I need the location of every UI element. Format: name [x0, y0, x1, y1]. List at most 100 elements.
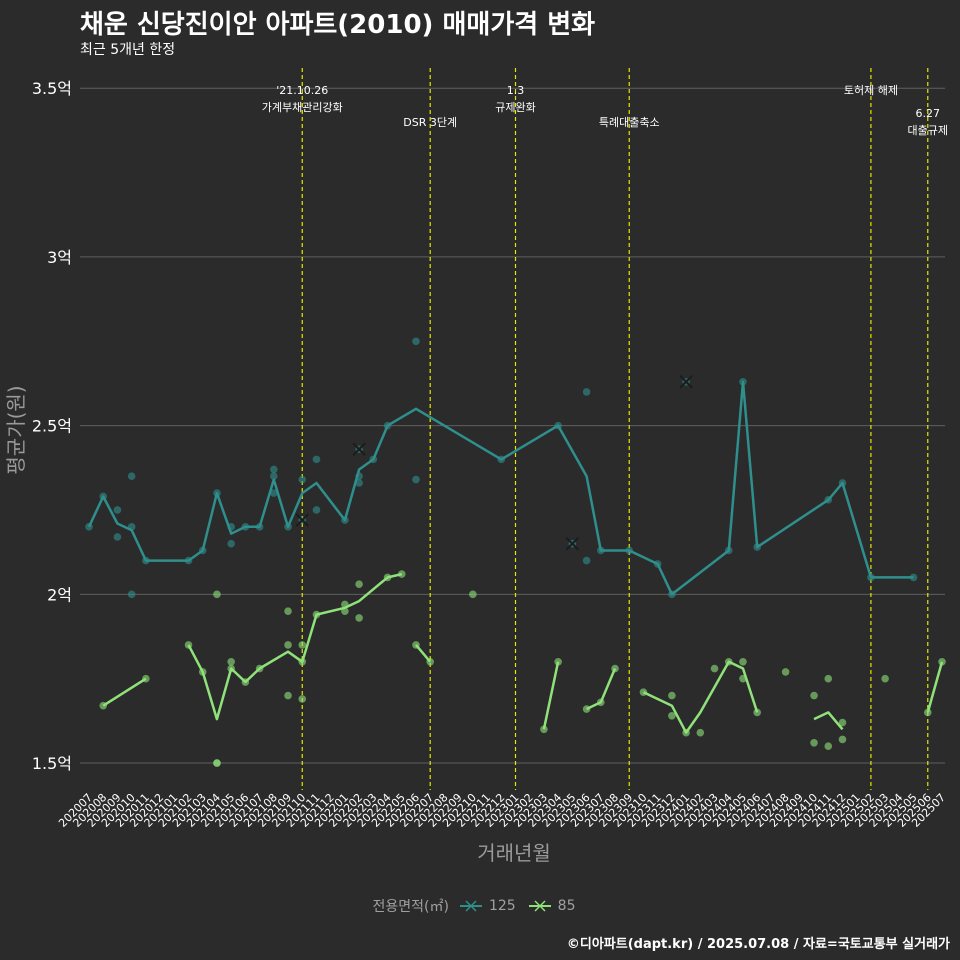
event-annotation: DSR 3단계: [403, 116, 457, 129]
data-point-125: [355, 479, 363, 487]
series-line-125: [87, 380, 914, 596]
data-point-85: [923, 708, 932, 717]
data-point-85: [611, 664, 619, 673]
data-point-85: [426, 657, 435, 666]
data-point-85: [184, 641, 193, 649]
data-point-125: [227, 539, 235, 548]
data-point-85: [938, 657, 946, 666]
data-point-125: [213, 489, 221, 497]
legend-title: 전용면적(㎡): [372, 899, 449, 915]
data-point-125: [127, 590, 136, 599]
data-point-125: [412, 337, 420, 346]
data-point-125: [582, 388, 591, 396]
data-point-85: [881, 674, 889, 683]
data-point-85: [397, 570, 406, 578]
data-point-125: [739, 377, 747, 386]
data-point-125: [85, 523, 93, 531]
data-point-85: [696, 728, 705, 737]
data-point-125: [113, 506, 122, 514]
data-point-85: [284, 641, 292, 649]
data-point-125: [127, 523, 136, 531]
legend-key-85-icon: [528, 900, 551, 912]
y-axis-title: 평균가(원): [4, 385, 28, 474]
chart-subtitle: 최근 5개년 한정: [80, 42, 176, 58]
event-annotation: 토허제 해제: [844, 83, 898, 97]
y-tick-label: 2억: [47, 585, 72, 604]
data-point-125: [227, 523, 235, 531]
data-point-125: [355, 472, 363, 481]
data-point-125: [383, 421, 392, 430]
data-point-85: [355, 580, 363, 588]
data-point-85: [412, 641, 420, 649]
source-caption: ©디아파트(dapt.kr) / 2025.07.08 / 자료=국토교통부 실…: [566, 937, 950, 952]
event-annotation: 규제완화: [495, 101, 535, 114]
data-point-85: [540, 725, 548, 734]
data-point-125: [270, 472, 278, 481]
data-point-85: [142, 674, 150, 683]
cross-mark-125: [565, 537, 580, 551]
data-point-85: [241, 678, 250, 686]
data-point-85: [284, 607, 292, 615]
data-point-85: [355, 614, 363, 622]
data-point-125: [241, 523, 250, 531]
data-point-85: [99, 701, 108, 710]
data-point-85: [739, 674, 747, 683]
series-line-85: [926, 661, 944, 713]
data-point-125: [867, 573, 875, 582]
data-point-85: [639, 688, 648, 696]
legend-key-125-icon: [459, 900, 482, 912]
y-tick-label: 3.5억: [32, 79, 72, 98]
data-point-125: [341, 516, 349, 524]
data-point-125: [270, 489, 278, 497]
data-point-125: [909, 573, 918, 582]
data-point-125: [412, 475, 420, 484]
event-annotation: 특례대출축소: [599, 116, 660, 129]
data-point-85: [668, 711, 676, 720]
data-point-125: [255, 523, 264, 531]
data-point-125: [298, 475, 307, 484]
data-point-125: [198, 546, 207, 555]
data-point-125: [113, 533, 122, 541]
data-point-85: [753, 708, 761, 717]
data-point-85: [298, 657, 307, 666]
data-point-85: [312, 610, 321, 619]
chart-title: 채운 신당진이안 아파트(2010) 매매가격 변화: [80, 10, 596, 40]
series-lines: [87, 380, 944, 734]
data-point-85: [597, 698, 605, 707]
data-point-85: [810, 691, 818, 700]
legend-label-125: 125: [488, 898, 516, 914]
legend: 전용면적(㎡) 125 85: [0, 896, 960, 916]
cross-mark-125: [679, 375, 693, 389]
data-point-125: [312, 455, 321, 464]
series-line-85: [813, 711, 844, 731]
data-point-125: [127, 472, 136, 481]
data-point-85: [554, 657, 562, 666]
event-annotation: '21.10.26: [276, 84, 328, 97]
data-point-125: [284, 523, 292, 531]
data-point-85: [213, 590, 221, 599]
data-point-85: [838, 735, 847, 744]
data-point-85: [227, 664, 235, 673]
grid-lines: [80, 87, 945, 764]
data-point-125: [838, 479, 847, 487]
data-point-125: [99, 492, 108, 501]
data-point-85: [668, 691, 676, 700]
data-point-85: [284, 691, 292, 700]
data-point-85: [810, 738, 818, 747]
data-point-125: [724, 546, 733, 555]
y-tick-label: 1.5억: [32, 754, 72, 773]
data-point-125: [184, 556, 193, 565]
data-point-85: [739, 657, 747, 666]
event-annotation: 가계부채관리강화: [262, 101, 343, 114]
data-point-85: [582, 705, 591, 713]
data-point-125: [597, 546, 605, 555]
data-point-85: [298, 641, 307, 649]
data-point-125: [270, 465, 278, 474]
data-point-125: [369, 455, 378, 464]
data-point-85: [824, 742, 833, 750]
data-point-85: [781, 668, 790, 676]
series-line-85: [642, 660, 759, 734]
data-point-125: [582, 556, 591, 565]
series-line-85: [187, 572, 403, 721]
x-axis-title: 거래년월: [477, 841, 551, 865]
